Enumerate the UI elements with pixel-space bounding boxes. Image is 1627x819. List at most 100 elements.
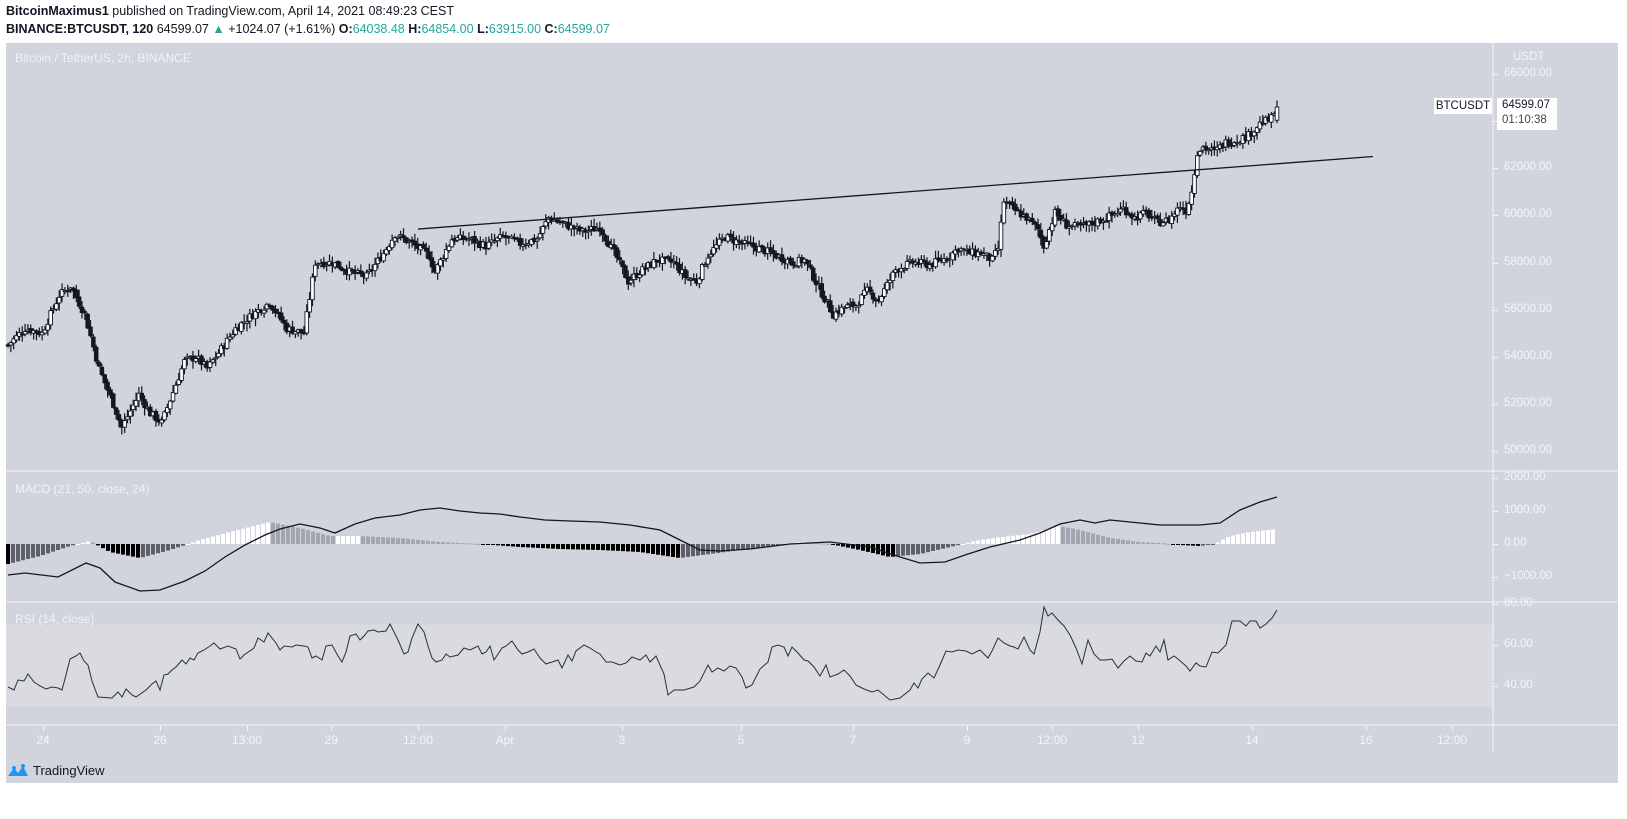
- candle-down: [298, 329, 304, 334]
- candle-down: [290, 326, 295, 334]
- candle-up: [261, 309, 267, 314]
- price-axis-label: 54000.00: [1504, 349, 1552, 362]
- macd-histogram-bar: [866, 544, 870, 552]
- candle-down: [404, 237, 409, 244]
- candle-up: [904, 261, 910, 269]
- macd-histogram-bar: [736, 544, 740, 551]
- time-axis-label: Apr: [495, 733, 515, 747]
- macd-histogram-bar: [451, 542, 455, 544]
- high-value: 64854.00: [421, 22, 474, 36]
- candle-up: [1195, 155, 1200, 176]
- macd-histogram-bar: [41, 544, 45, 555]
- macd-histogram-bar: [231, 531, 235, 544]
- macd-histogram-bar: [821, 543, 825, 545]
- macd-histogram-bar: [426, 540, 430, 544]
- macd-histogram-bar: [556, 544, 560, 549]
- candle-up: [392, 237, 398, 242]
- macd-histogram-bar: [626, 544, 630, 552]
- macd-histogram-bar: [561, 544, 565, 550]
- candle-up: [705, 257, 711, 265]
- macd-histogram-bar: [1266, 530, 1270, 544]
- macd-histogram-bar: [1206, 544, 1210, 545]
- time-axis-tick: [331, 726, 332, 731]
- macd-histogram-bar: [571, 544, 575, 550]
- candle-down: [668, 258, 674, 263]
- macd-histogram-bar: [191, 542, 195, 544]
- macd-pane-title[interactable]: MACD (21, 50, close, 24): [15, 482, 150, 496]
- candle-down: [1203, 145, 1209, 151]
- macd-histogram-bar: [1241, 533, 1245, 544]
- axis-tick: [1493, 645, 1498, 646]
- candle-down: [665, 256, 671, 259]
- candle-up: [384, 249, 389, 255]
- macd-histogram-bar: [751, 544, 755, 549]
- macd-histogram-bar: [376, 536, 380, 544]
- candle-down: [199, 355, 204, 365]
- candle-down: [921, 259, 927, 263]
- macd-histogram-bar: [611, 544, 615, 551]
- published-text: published on TradingView.com, April 14, …: [112, 4, 454, 18]
- macd-histogram-bar: [1031, 533, 1035, 544]
- macd-histogram-bar: [271, 522, 275, 544]
- candle-down: [153, 410, 159, 422]
- macd-histogram-bar: [246, 527, 250, 544]
- macd-histogram-bar: [816, 543, 820, 545]
- macd-histogram-bar: [606, 544, 610, 551]
- macd-histogram-bar: [416, 539, 420, 544]
- candle-up: [1044, 241, 1049, 249]
- macd-histogram-bar: [1086, 532, 1090, 544]
- time-axis-label: 9: [963, 733, 971, 747]
- axis-tick: [1493, 403, 1498, 405]
- macd-histogram-bar: [861, 544, 865, 551]
- candle-up: [176, 379, 181, 386]
- macd-histogram-bar: [976, 540, 980, 544]
- author-name[interactable]: BitcoinMaximus1: [6, 4, 109, 18]
- rsi-pane-title[interactable]: RSI (14, close): [15, 612, 95, 626]
- candle-up: [1052, 209, 1058, 226]
- macd-histogram-bar: [511, 544, 515, 547]
- macd-histogram-bar: [221, 533, 225, 544]
- candle-up: [466, 238, 472, 241]
- macd-histogram-bar: [1076, 529, 1080, 544]
- candle-up: [702, 264, 708, 267]
- macd-histogram-bar: [151, 544, 155, 555]
- macd-histogram-bar: [1201, 544, 1205, 546]
- macd-histogram-bar: [826, 543, 830, 545]
- macd-histogram-bar: [516, 544, 520, 547]
- resistance-trendline: [417, 155, 1374, 230]
- axis-tick: [1493, 511, 1498, 512]
- candle-down: [111, 393, 116, 408]
- time-axis-label: 12: [1131, 733, 1145, 747]
- candle-up: [446, 245, 452, 252]
- macd-histogram-bar: [1211, 544, 1215, 545]
- candle-up: [1001, 201, 1007, 224]
- candle-down: [643, 267, 648, 270]
- candle-up: [173, 384, 179, 394]
- candle-down: [600, 229, 605, 236]
- candle-down: [1155, 215, 1160, 220]
- macd-histogram-bar: [56, 544, 60, 550]
- candle-up: [1192, 174, 1197, 194]
- macd-histogram-bar: [841, 544, 845, 547]
- macd-histogram-bar: [1006, 536, 1010, 544]
- candle-up: [14, 334, 19, 341]
- candle-up: [11, 338, 16, 344]
- macd-histogram-bar: [1146, 542, 1150, 544]
- macd-histogram-bar: [946, 544, 950, 548]
- time-axis-tick: [741, 726, 742, 731]
- candle-down: [870, 292, 876, 300]
- candle-down: [1035, 224, 1041, 230]
- candle-up: [882, 288, 887, 297]
- candle-up: [1160, 222, 1166, 227]
- macd-histogram-bar: [1121, 539, 1125, 544]
- candle-down: [828, 300, 833, 313]
- candle-down: [335, 260, 341, 268]
- macd-histogram-bar: [361, 536, 365, 544]
- symbol-tag: BTCUSDT: [1434, 98, 1492, 114]
- axis-tick: [1493, 356, 1498, 358]
- time-axis-label: 29: [324, 733, 338, 747]
- candle-down: [1226, 139, 1231, 147]
- tradingview-logo[interactable]: TradingView: [6, 762, 105, 778]
- macd-histogram-bar: [131, 544, 135, 557]
